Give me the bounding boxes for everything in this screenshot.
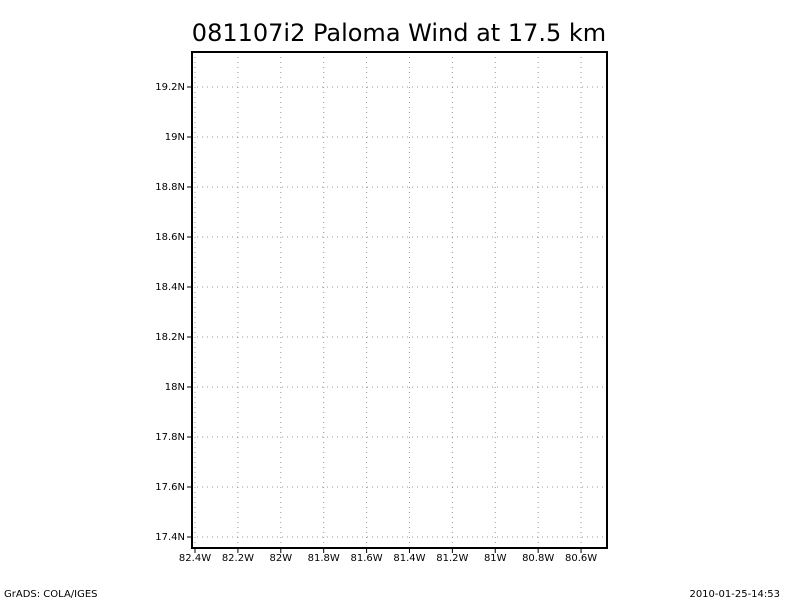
y-tick-label: 17.8N	[155, 432, 185, 443]
x-tick-label: 80.6W	[565, 553, 597, 564]
chart-title: 081107i2 Paloma Wind at 17.5 km	[192, 19, 606, 47]
y-tick-label: 18.4N	[155, 282, 185, 293]
y-tick-label: 19N	[165, 132, 185, 143]
x-tick-label: 82W	[269, 553, 292, 564]
plot-frame	[191, 51, 608, 549]
y-tick-label: 17.4N	[155, 532, 185, 543]
x-tick-label: 81.2W	[436, 553, 468, 564]
x-tick-label: 80.8W	[522, 553, 554, 564]
y-tick-label: 18.2N	[155, 332, 185, 343]
x-tick-label: 82.4W	[179, 553, 211, 564]
y-tick-label: 18N	[165, 382, 185, 393]
x-tick-label: 81W	[484, 553, 507, 564]
footer-left: GrADS: COLA/IGES	[4, 589, 98, 600]
x-tick-label: 81.4W	[393, 553, 425, 564]
footer-right: 2010-01-25-14:53	[689, 589, 780, 600]
x-tick-label: 81.6W	[351, 553, 383, 564]
y-tick-label: 19.2N	[155, 82, 185, 93]
x-tick-label: 81.8W	[308, 553, 340, 564]
y-tick-label: 17.6N	[155, 482, 185, 493]
x-tick-label: 82.2W	[222, 553, 254, 564]
y-tick-label: 18.8N	[155, 182, 185, 193]
y-tick-label: 18.6N	[155, 232, 185, 243]
